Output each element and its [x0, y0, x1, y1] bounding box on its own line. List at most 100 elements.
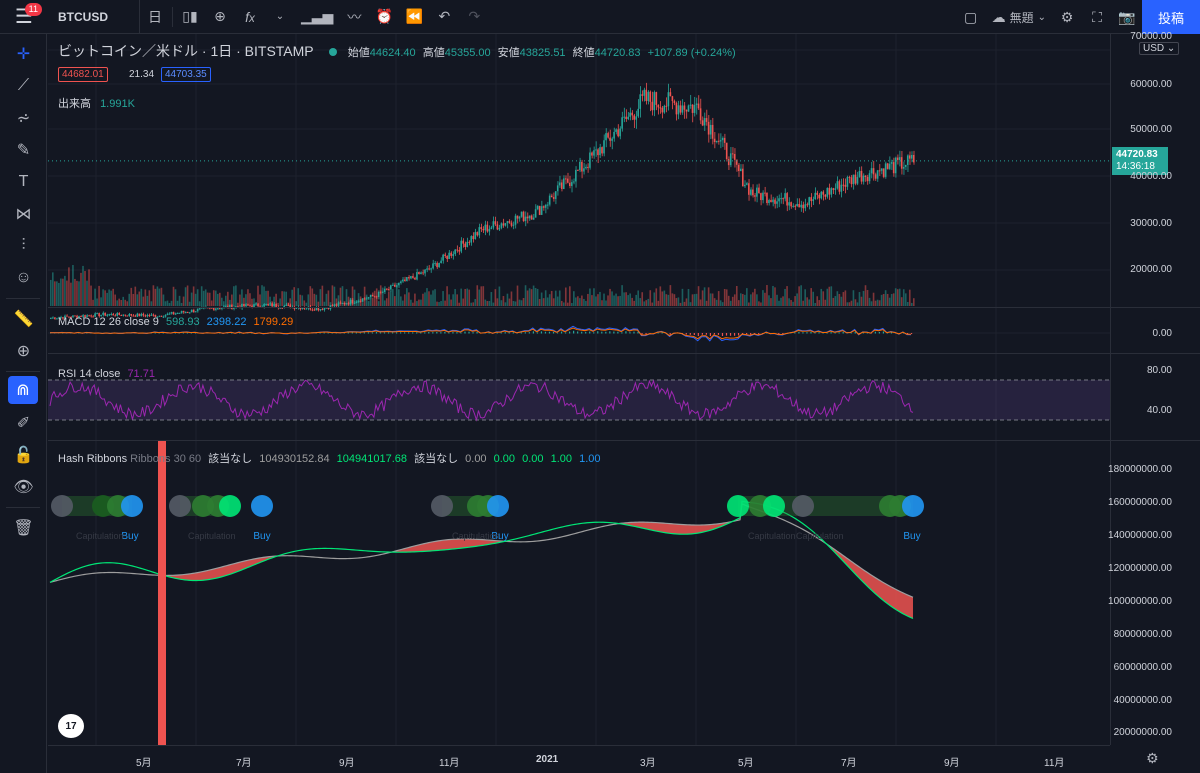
- candle-body: [892, 162, 895, 174]
- tradingview-logo[interactable]: 17: [58, 714, 84, 738]
- capitulation-label: Capitulation: [796, 531, 844, 541]
- volume-bar: [291, 289, 294, 306]
- candle-body: [440, 260, 442, 264]
- hash-na: 該当なし: [208, 453, 253, 465]
- interval-button[interactable]: 日: [148, 8, 162, 25]
- candle-style-button[interactable]: ▯▮: [175, 0, 205, 34]
- divider: [6, 298, 40, 299]
- candle-body: [170, 312, 173, 314]
- volume-bar: [709, 293, 712, 306]
- hash-value: 1.00: [550, 453, 573, 465]
- delete-tool[interactable]: 🗑: [0, 512, 47, 544]
- volume-bar: [295, 301, 298, 306]
- volume-bar: [269, 296, 271, 306]
- candle-body: [758, 187, 760, 194]
- settings-button[interactable]: ⚙: [1052, 0, 1082, 34]
- prediction-tool[interactable]: ⫶: [0, 230, 47, 262]
- volume-label[interactable]: 出来高: [58, 98, 91, 110]
- zoom-tool[interactable]: ⊕: [0, 335, 47, 367]
- candle-body: [80, 316, 82, 318]
- macd-histogram-bar: [182, 332, 184, 334]
- save-layout-button[interactable]: ☁ 無題 ⌄: [986, 0, 1052, 34]
- lock-tool[interactable]: 🔓: [0, 439, 47, 471]
- signal-dot: [902, 495, 924, 517]
- macd-histogram-bar: [347, 332, 349, 334]
- post-button[interactable]: 投稿: [1142, 0, 1200, 34]
- candle-body: [478, 227, 481, 236]
- volume-bar: [890, 294, 893, 306]
- volume-bar: [70, 282, 72, 306]
- candle-body: [235, 306, 237, 308]
- candle-body: [369, 294, 372, 298]
- pattern-tool[interactable]: ⋈: [0, 198, 47, 230]
- currency-selector[interactable]: USD ⌄: [1139, 42, 1180, 55]
- strategy-button[interactable]: 〰: [339, 0, 369, 34]
- pane-divider[interactable]: [48, 307, 1200, 308]
- candle-body: [546, 204, 549, 206]
- macd-histogram-bar: [902, 332, 905, 334]
- volume-bar: [383, 300, 386, 306]
- candle-body: [709, 124, 712, 135]
- volume-bar: [54, 281, 56, 306]
- candle-body: [164, 315, 167, 317]
- volume-bar: [687, 289, 690, 306]
- single-layout-button[interactable]: ▢: [956, 0, 986, 34]
- redo-button[interactable]: ↷: [459, 0, 489, 34]
- pane-divider[interactable]: [48, 440, 1200, 441]
- axis-settings-button[interactable]: ⚙: [1146, 750, 1159, 767]
- fullscreen-button[interactable]: ⛶: [1082, 0, 1112, 34]
- hash-name[interactable]: Hash Ribbons: [58, 453, 128, 465]
- templates-button[interactable]: ▁▃▅: [295, 0, 339, 34]
- volume-bar: [707, 287, 710, 306]
- crosshair-tool[interactable]: ✛: [0, 38, 47, 70]
- replay-button[interactable]: ⏪: [399, 0, 429, 34]
- signal-line: [49, 327, 911, 340]
- text-tool[interactable]: T: [0, 166, 47, 198]
- fullscreen-icon: ⛶: [1092, 8, 1102, 25]
- undo-button[interactable]: ↶: [429, 0, 459, 34]
- candle-body: [108, 314, 110, 316]
- indicators-dropdown[interactable]: ⌄: [265, 0, 295, 34]
- alert-button[interactable]: ⏰: [369, 0, 399, 34]
- buy-price[interactable]: 44703.35: [161, 67, 211, 82]
- candle-body: [774, 199, 776, 204]
- price-axis[interactable]: USD ⌄ 70000.00 60000.00 50000.00 44720.8…: [1108, 31, 1200, 745]
- signal-value: 1799.29: [253, 316, 294, 328]
- candle-body: [317, 307, 320, 311]
- candle-body: [856, 176, 859, 184]
- indicators-button[interactable]: fx: [235, 0, 265, 34]
- sell-price[interactable]: 44682.01: [58, 67, 108, 82]
- ruler-tool[interactable]: 📏: [0, 303, 47, 335]
- candle-body: [566, 178, 569, 183]
- compare-button[interactable]: ⊕: [205, 0, 235, 34]
- brush-tool[interactable]: ✎: [0, 134, 47, 166]
- macd-histogram-bar: [190, 332, 193, 334]
- symbol-title[interactable]: ビットコイン／米ドル · 1日 · BITSTAMP: [58, 43, 314, 59]
- waves-icon: 〰: [347, 8, 362, 25]
- pane-divider[interactable]: [48, 353, 1200, 354]
- macd-label[interactable]: MACD 12 26 close 9: [58, 316, 159, 328]
- hide-tool[interactable]: 👁: [0, 471, 47, 503]
- magnet-tool[interactable]: ⋒: [8, 376, 38, 404]
- macd-histogram-bar: [641, 333, 643, 335]
- candle-body: [100, 314, 102, 317]
- trend-line-tool[interactable]: ⟋: [0, 70, 47, 102]
- rsi-label[interactable]: RSI 14 close: [58, 368, 121, 380]
- snapshot-button[interactable]: 📷: [1112, 0, 1142, 34]
- time-axis[interactable]: 5月 7月 9月 11月 2021 3月 5月 7月 9月 11月: [48, 745, 1110, 773]
- candle-body: [697, 103, 700, 109]
- icon-tool[interactable]: ☺: [0, 262, 47, 294]
- candle-body: [371, 294, 374, 297]
- volume-bar: [351, 286, 354, 306]
- fib-tool[interactable]: ⩫: [0, 102, 47, 134]
- symbol-search-button[interactable]: BTCUSD: [48, 0, 140, 34]
- volume-bar: [546, 297, 549, 306]
- volume-bar: [231, 294, 233, 306]
- volume-bar: [104, 290, 106, 306]
- candle-body: [323, 307, 326, 310]
- stay-drawing-tool[interactable]: ✐: [0, 407, 47, 439]
- volume-bar: [631, 297, 633, 306]
- main-menu-button[interactable]: ☰ 11: [0, 0, 48, 34]
- candle-body: [391, 284, 394, 286]
